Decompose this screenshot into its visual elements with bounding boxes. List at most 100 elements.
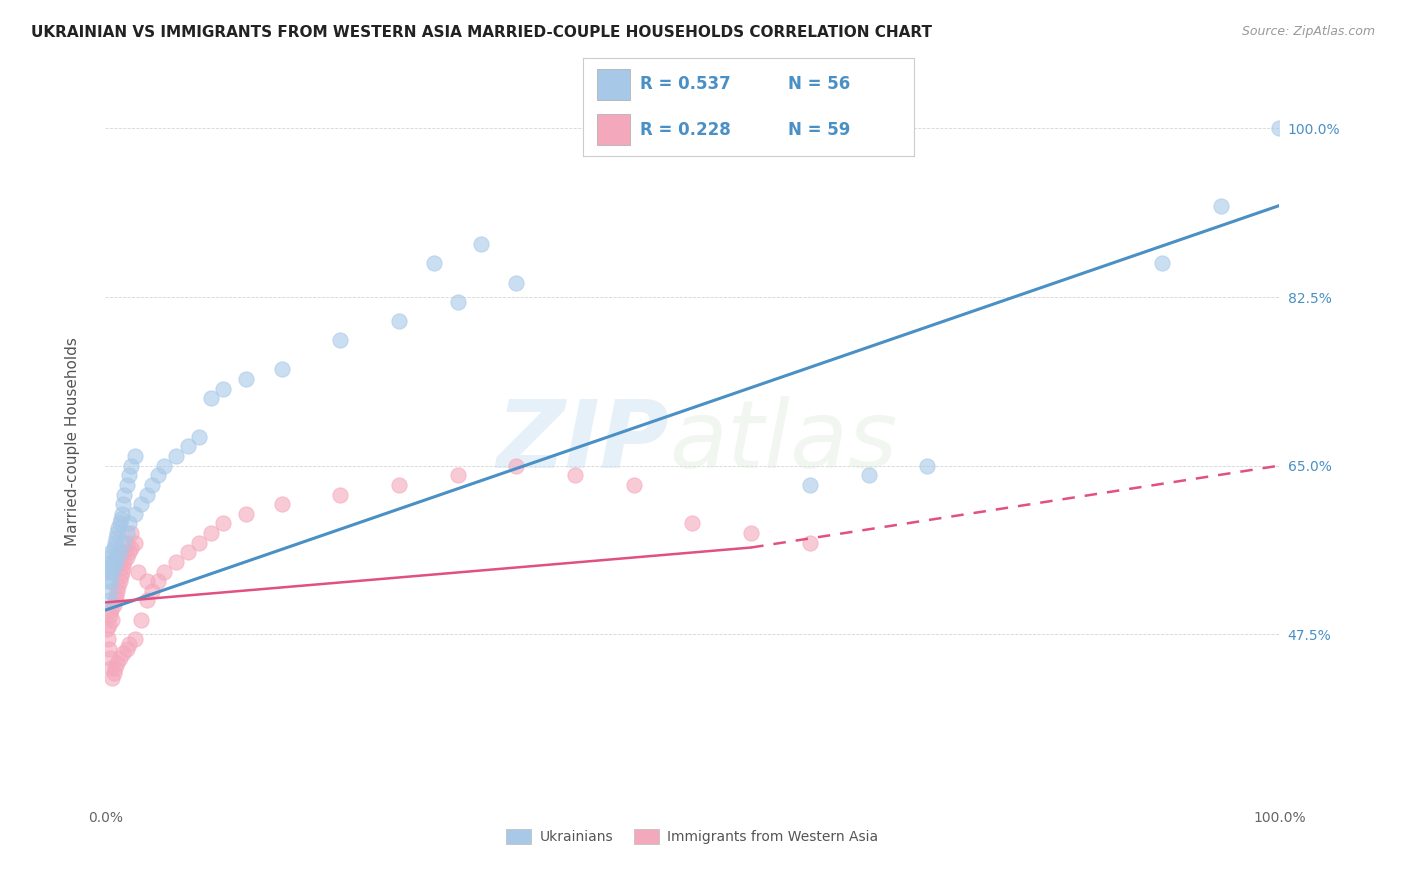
Point: [799, 478, 821, 492]
Point: [98, 641, 121, 656]
Point: [211, 516, 233, 531]
Point: [118, 468, 141, 483]
Point: [105, 550, 128, 565]
Point: [101, 671, 124, 685]
Point: [118, 545, 141, 559]
Point: [96, 623, 118, 637]
Point: [98, 559, 121, 574]
Point: [100, 545, 122, 559]
Point: [104, 555, 127, 569]
Point: [98, 607, 121, 622]
Point: [623, 478, 645, 492]
Point: [111, 507, 134, 521]
Text: UKRAINIAN VS IMMIGRANTS FROM WESTERN ASIA MARRIED-COUPLE HOUSEHOLDS CORRELATION : UKRAINIAN VS IMMIGRANTS FROM WESTERN ASI…: [31, 25, 932, 40]
Legend: Ukrainians, Immigrants from Western Asia: Ukrainians, Immigrants from Western Asia: [501, 823, 884, 850]
Point: [124, 507, 146, 521]
Point: [1209, 198, 1232, 212]
Text: Source: ZipAtlas.com: Source: ZipAtlas.com: [1241, 25, 1375, 38]
Point: [505, 458, 527, 473]
Point: [105, 589, 128, 603]
Point: [103, 559, 125, 574]
Point: [101, 555, 124, 569]
Point: [141, 583, 163, 598]
Point: [120, 458, 142, 473]
Point: [97, 632, 120, 646]
Point: [148, 574, 170, 589]
Point: [176, 545, 198, 559]
Text: ZIP: ZIP: [496, 395, 669, 488]
FancyBboxPatch shape: [596, 114, 630, 145]
Point: [100, 574, 122, 589]
Point: [104, 535, 127, 549]
Point: [103, 665, 125, 680]
Point: [423, 256, 446, 270]
Point: [329, 487, 352, 501]
Point: [135, 487, 157, 501]
Point: [211, 382, 233, 396]
Point: [111, 565, 134, 579]
Point: [103, 541, 125, 555]
Point: [115, 641, 138, 656]
Point: [447, 468, 470, 483]
Point: [141, 478, 163, 492]
Point: [135, 593, 157, 607]
Point: [118, 637, 141, 651]
Point: [270, 497, 292, 511]
Point: [917, 458, 939, 473]
Point: [115, 550, 138, 565]
Point: [101, 565, 124, 579]
Point: [188, 535, 211, 549]
Point: [112, 487, 135, 501]
Point: [200, 391, 222, 405]
Point: [98, 651, 121, 665]
Point: [120, 526, 142, 541]
Point: [98, 617, 121, 632]
Point: [188, 430, 211, 444]
Point: [97, 574, 120, 589]
Point: [105, 656, 128, 670]
Point: [100, 603, 122, 617]
Point: [235, 507, 257, 521]
Point: [165, 555, 187, 569]
Point: [100, 661, 122, 675]
Text: R = 0.228: R = 0.228: [640, 120, 730, 138]
Point: [107, 521, 129, 535]
Point: [110, 569, 132, 583]
Point: [148, 468, 170, 483]
Point: [112, 647, 135, 661]
Point: [153, 565, 176, 579]
Point: [104, 661, 127, 675]
Point: [129, 613, 152, 627]
Point: [108, 651, 131, 665]
Point: [564, 468, 586, 483]
Text: atlas: atlas: [669, 396, 897, 487]
Point: [112, 497, 135, 511]
Point: [118, 516, 141, 531]
Point: [127, 565, 149, 579]
Point: [740, 526, 762, 541]
Point: [108, 545, 131, 559]
FancyBboxPatch shape: [596, 69, 630, 100]
Point: [115, 526, 138, 541]
Point: [129, 497, 152, 511]
Point: [799, 535, 821, 549]
Point: [110, 511, 132, 525]
Point: [112, 559, 135, 574]
Point: [388, 314, 411, 328]
Point: [112, 535, 135, 549]
Point: [470, 237, 492, 252]
Point: [505, 276, 527, 290]
Point: [107, 579, 129, 593]
Text: N = 56: N = 56: [789, 76, 851, 94]
Point: [1268, 121, 1291, 136]
Point: [105, 531, 128, 545]
Point: [108, 555, 131, 569]
Point: [388, 478, 411, 492]
Point: [101, 613, 124, 627]
Point: [124, 632, 146, 646]
Point: [115, 478, 138, 492]
Point: [235, 372, 257, 386]
Point: [858, 468, 880, 483]
Point: [112, 555, 135, 569]
Point: [124, 535, 146, 549]
